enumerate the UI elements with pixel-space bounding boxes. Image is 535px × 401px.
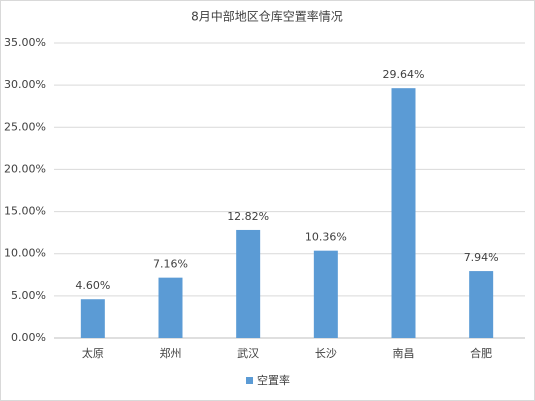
x-tick-label: 太原	[82, 347, 104, 360]
y-tick-label: 10.00%	[4, 247, 46, 260]
bar	[391, 88, 416, 338]
y-tick-label: 25.00%	[4, 120, 46, 133]
y-tick-label: 5.00%	[11, 289, 46, 302]
data-label: 29.64%	[383, 68, 425, 81]
data-label: 10.36%	[305, 231, 347, 244]
bar	[80, 299, 105, 338]
data-label: 7.16%	[153, 258, 188, 271]
y-tick-label: 35.00%	[4, 36, 46, 49]
x-tick-label: 武汉	[237, 347, 259, 360]
data-label: 7.94%	[464, 251, 499, 264]
y-tick-label: 20.00%	[4, 162, 46, 175]
x-tick-label: 合肥	[470, 346, 492, 360]
y-tick-label: 15.00%	[4, 205, 46, 218]
data-label: 4.60%	[75, 279, 110, 292]
x-tick-label: 南昌	[393, 347, 415, 360]
bar	[158, 277, 183, 338]
legend-label: 空置率	[257, 373, 290, 387]
x-tick-label: 长沙	[315, 347, 337, 360]
y-tick-label: 30.00%	[4, 78, 46, 91]
chart-title: 8月中部地区仓库空置率情况	[191, 9, 343, 24]
bar	[469, 271, 494, 338]
bar	[313, 250, 338, 338]
data-label: 12.82%	[227, 210, 269, 223]
x-tick-label: 郑州	[160, 346, 182, 360]
legend-swatch	[246, 377, 253, 384]
bar	[236, 229, 261, 338]
y-tick-label: 0.00%	[11, 331, 46, 344]
